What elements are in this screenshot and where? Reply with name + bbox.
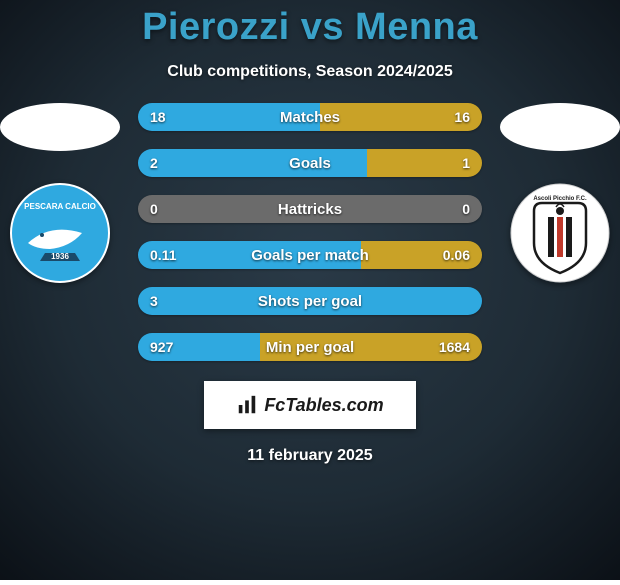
watermark-text: FcTables.com (264, 395, 383, 416)
stat-bar: 927Min per goal1684 (138, 333, 482, 361)
player-right: Ascoli Picchio F.C. (500, 103, 620, 283)
stat-label: Matches (138, 109, 482, 126)
stat-bar: 3Shots per goal (138, 287, 482, 315)
comparison-area: PESCARA CALCIO 1936 (0, 103, 620, 361)
stat-label: Goals per match (138, 247, 482, 264)
player-silhouette-right (500, 103, 620, 151)
stat-bar-labels: 2Goals1 (138, 149, 482, 177)
badge-right-text: Ascoli Picchio F.C. (533, 196, 587, 202)
stat-bar-labels: 0Hattricks0 (138, 195, 482, 223)
stat-label: Min per goal (138, 339, 482, 356)
badge-left-text: PESCARA CALCIO (24, 202, 96, 211)
club-badge-left: PESCARA CALCIO 1936 (10, 183, 110, 283)
stat-label: Hattricks (138, 201, 482, 218)
stat-bars: 18Matches16 2Goals1 0Hattricks0 0.11Goals p… (138, 103, 482, 361)
subtitle: Club competitions, Season 2024/2025 (167, 63, 452, 81)
stat-bar: 2Goals1 (138, 149, 482, 177)
stat-bar-labels: 18Matches16 (138, 103, 482, 131)
stat-bar-labels: 927Min per goal1684 (138, 333, 482, 361)
chart-icon (236, 394, 258, 416)
stat-bar-labels: 3Shots per goal (138, 287, 482, 315)
watermark: FcTables.com (204, 381, 416, 429)
badge-left-year: 1936 (51, 252, 69, 261)
stat-label: Shots per goal (138, 293, 482, 310)
stat-label: Goals (138, 155, 482, 172)
club-badge-right: Ascoli Picchio F.C. (510, 183, 610, 283)
player-silhouette-left (0, 103, 120, 151)
stat-bar: 0.11Goals per match0.06 (138, 241, 482, 269)
date-text: 11 february 2025 (247, 447, 372, 465)
player-left: PESCARA CALCIO 1936 (0, 103, 120, 283)
stat-bar: 0Hattricks0 (138, 195, 482, 223)
page-title: Pierozzi vs Menna (142, 6, 478, 49)
stat-bar-labels: 0.11Goals per match0.06 (138, 241, 482, 269)
stat-bar: 18Matches16 (138, 103, 482, 131)
